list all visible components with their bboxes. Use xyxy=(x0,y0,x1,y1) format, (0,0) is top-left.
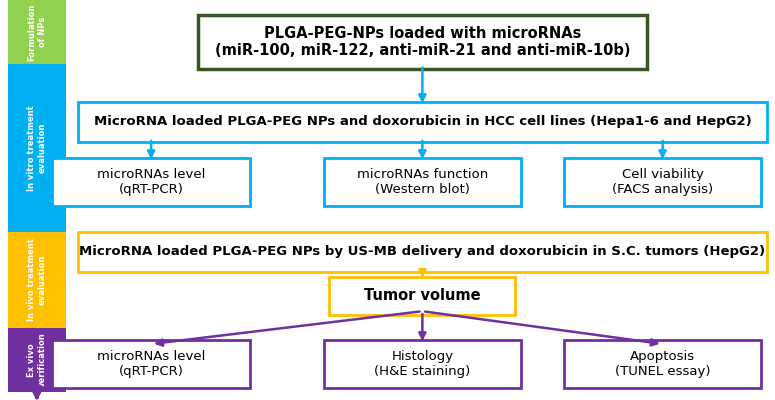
Bar xyxy=(8,328,66,392)
FancyBboxPatch shape xyxy=(53,340,250,388)
Text: MicroRNA loaded PLGA-PEG NPs by US-MB delivery and doxorubicin in S.C. tumors (H: MicroRNA loaded PLGA-PEG NPs by US-MB de… xyxy=(79,246,766,258)
Text: In vivo treatment
evaluation: In vivo treatment evaluation xyxy=(27,238,46,322)
FancyBboxPatch shape xyxy=(78,232,767,272)
FancyBboxPatch shape xyxy=(53,158,250,206)
Text: Ex vivo
verification: Ex vivo verification xyxy=(27,333,46,387)
Text: Formulation
of NPs: Formulation of NPs xyxy=(27,3,46,61)
FancyBboxPatch shape xyxy=(329,277,515,315)
FancyBboxPatch shape xyxy=(324,340,522,388)
Text: MicroRNA loaded PLGA-PEG NPs and doxorubicin in HCC cell lines (Hepa1-6 and HepG: MicroRNA loaded PLGA-PEG NPs and doxorub… xyxy=(94,116,751,128)
Bar xyxy=(8,64,66,232)
FancyBboxPatch shape xyxy=(564,158,761,206)
FancyBboxPatch shape xyxy=(564,340,761,388)
Text: Tumor volume: Tumor volume xyxy=(364,288,480,304)
FancyBboxPatch shape xyxy=(324,158,522,206)
FancyBboxPatch shape xyxy=(78,102,767,142)
Text: microRNAs function
(Western blot): microRNAs function (Western blot) xyxy=(356,168,488,196)
Text: In vitro treatment
evaluation: In vitro treatment evaluation xyxy=(27,105,46,191)
Text: Cell viability
(FACS analysis): Cell viability (FACS analysis) xyxy=(612,168,713,196)
Text: Apoptosis
(TUNEL essay): Apoptosis (TUNEL essay) xyxy=(615,350,711,378)
Bar xyxy=(8,0,66,64)
Text: PLGA-PEG-NPs loaded with microRNAs
(miR-100, miR-122, anti-miR-21 and anti-miR-1: PLGA-PEG-NPs loaded with microRNAs (miR-… xyxy=(215,26,630,58)
Bar xyxy=(8,232,66,328)
FancyBboxPatch shape xyxy=(198,15,647,69)
Text: microRNAs level
(qRT-PCR): microRNAs level (qRT-PCR) xyxy=(97,350,205,378)
Text: Histology
(H&E staining): Histology (H&E staining) xyxy=(374,350,470,378)
Text: microRNAs level
(qRT-PCR): microRNAs level (qRT-PCR) xyxy=(97,168,205,196)
